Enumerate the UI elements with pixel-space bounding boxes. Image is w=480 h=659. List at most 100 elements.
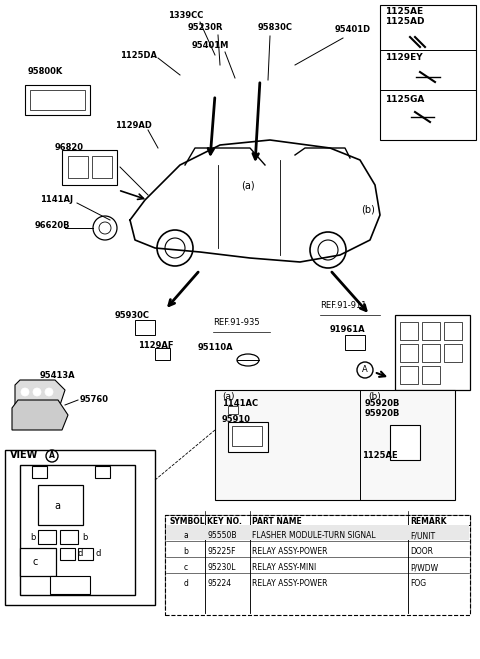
Bar (232, 426, 262, 446)
Bar (345, 335, 365, 350)
Bar (422, 344, 440, 362)
Text: P/WDW: P/WDW (410, 563, 438, 573)
Text: VIEW: VIEW (10, 450, 38, 460)
Text: 95760: 95760 (80, 395, 109, 405)
Text: (a): (a) (241, 180, 255, 190)
Bar (32, 466, 47, 478)
Bar (400, 366, 418, 384)
Text: 95401M: 95401M (192, 40, 229, 49)
Text: SYMBOL: SYMBOL (169, 517, 204, 527)
Bar (395, 315, 470, 390)
Circle shape (45, 388, 53, 396)
Bar (166, 525, 469, 540)
Bar (215, 390, 455, 500)
Text: F/UNIT: F/UNIT (410, 532, 435, 540)
Bar (155, 348, 170, 360)
Text: c: c (32, 557, 38, 567)
Bar (380, 5, 476, 140)
Text: d: d (183, 579, 189, 588)
Bar (228, 422, 268, 452)
Text: 95830C: 95830C (258, 24, 293, 32)
Text: b: b (30, 534, 36, 542)
Text: 95230R: 95230R (188, 24, 224, 32)
Bar (50, 576, 90, 594)
Text: RELAY ASSY-POWER: RELAY ASSY-POWER (252, 579, 327, 588)
Text: A: A (49, 451, 55, 461)
Text: 95401D: 95401D (335, 26, 371, 34)
Bar (62, 150, 117, 185)
Text: 1125DA: 1125DA (120, 51, 157, 59)
Text: FLASHER MODULE-TURN SIGNAL: FLASHER MODULE-TURN SIGNAL (252, 532, 376, 540)
Text: 1125AE: 1125AE (385, 7, 423, 16)
Bar (92, 156, 112, 178)
Bar (38, 485, 83, 525)
Text: 1125AE: 1125AE (362, 451, 397, 459)
Text: (a): (a) (222, 391, 235, 401)
Text: DOOR: DOOR (410, 548, 433, 556)
Text: 96820: 96820 (55, 144, 84, 152)
Bar (444, 322, 462, 340)
Text: 95910: 95910 (222, 416, 251, 424)
Text: 95930C: 95930C (115, 310, 150, 320)
Text: REF.91-935: REF.91-935 (213, 318, 260, 327)
Bar (30, 90, 85, 110)
Bar (165, 515, 470, 615)
Text: b: b (82, 534, 87, 542)
Bar (400, 344, 418, 362)
Text: d: d (96, 550, 101, 558)
Text: KEY NO.: KEY NO. (207, 517, 242, 527)
Bar (38, 530, 56, 544)
Text: 95800K: 95800K (28, 67, 63, 76)
Polygon shape (15, 380, 65, 405)
Bar (390, 425, 420, 460)
Text: d: d (78, 550, 84, 558)
Text: A: A (362, 366, 368, 374)
Bar (95, 466, 110, 478)
Text: 95224: 95224 (207, 579, 231, 588)
Text: 1339CC: 1339CC (168, 11, 204, 20)
Text: 1125AD: 1125AD (385, 18, 424, 26)
Text: 95920B: 95920B (365, 409, 400, 418)
Bar (25, 85, 90, 115)
Text: a: a (54, 501, 60, 511)
Text: 1129AF: 1129AF (138, 341, 173, 349)
Text: RELAY ASSY-MINI: RELAY ASSY-MINI (252, 563, 316, 573)
Text: 95110A: 95110A (198, 343, 234, 353)
Text: 1129AD: 1129AD (115, 121, 152, 130)
Bar (135, 320, 155, 335)
Text: RELAY ASSY-POWER: RELAY ASSY-POWER (252, 548, 327, 556)
Text: 1125GA: 1125GA (385, 96, 424, 105)
Text: (b): (b) (368, 391, 381, 401)
Text: 95225F: 95225F (207, 548, 236, 556)
Bar (400, 322, 418, 340)
Text: 1141AC: 1141AC (222, 399, 258, 409)
Bar (165, 515, 470, 610)
Bar (78, 548, 93, 560)
Text: b: b (183, 548, 189, 556)
Text: 95413A: 95413A (40, 370, 76, 380)
Text: 1141AJ: 1141AJ (40, 196, 73, 204)
Circle shape (21, 388, 29, 396)
Text: REF.91-911: REF.91-911 (320, 301, 367, 310)
Bar (5, 450, 155, 605)
Bar (422, 322, 440, 340)
Text: FOG: FOG (410, 579, 426, 588)
Text: 95550B: 95550B (207, 532, 237, 540)
Bar (68, 156, 88, 178)
Text: 91961A: 91961A (330, 326, 366, 335)
Text: PART NAME: PART NAME (252, 517, 302, 527)
Bar (20, 465, 135, 595)
Circle shape (33, 388, 41, 396)
Bar (444, 344, 462, 362)
Text: c: c (184, 563, 188, 573)
Bar (20, 548, 56, 576)
Polygon shape (12, 400, 68, 430)
Bar (60, 530, 78, 544)
Text: 95230L: 95230L (207, 563, 236, 573)
Text: 1129EY: 1129EY (385, 53, 422, 61)
Text: 95920B: 95920B (365, 399, 400, 409)
Bar (228, 406, 238, 414)
Bar (422, 366, 440, 384)
Text: a: a (184, 532, 188, 540)
Text: (b): (b) (361, 205, 375, 215)
